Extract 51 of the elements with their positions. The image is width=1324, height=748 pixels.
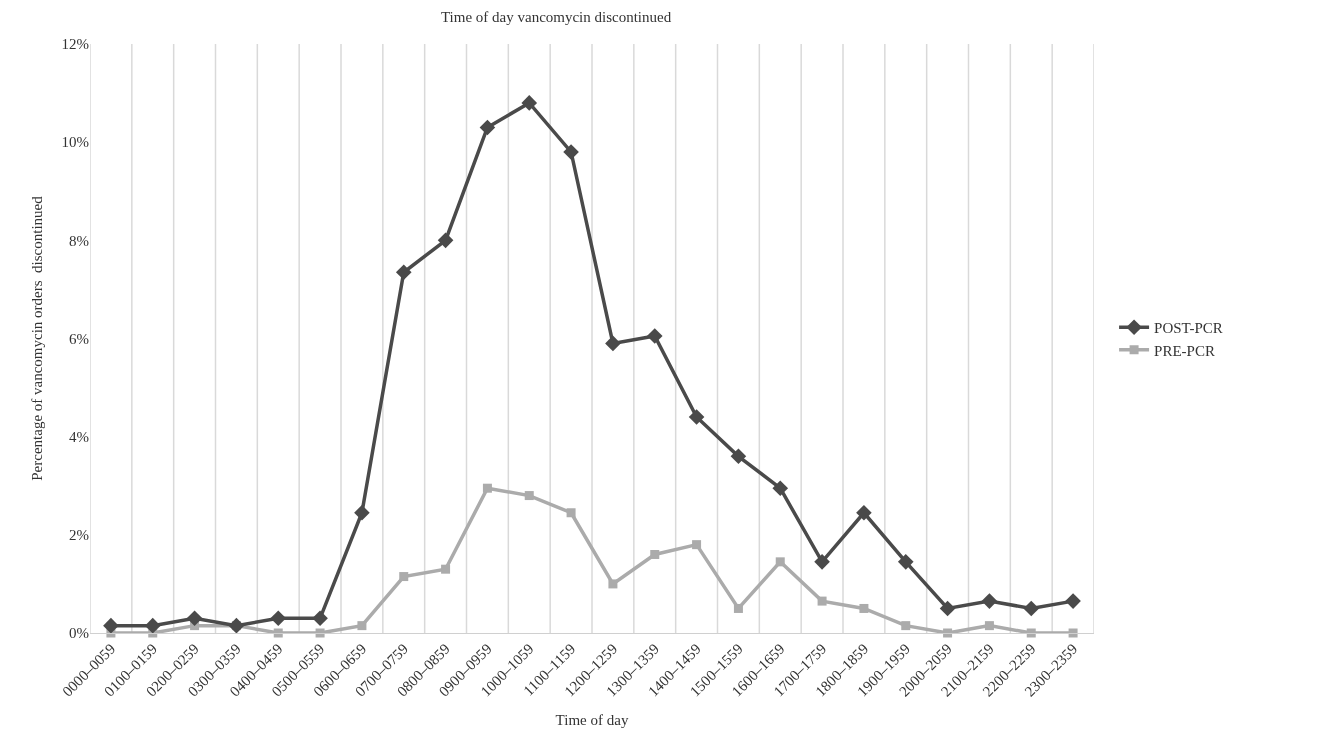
point bbox=[357, 621, 367, 631]
point bbox=[646, 328, 663, 344]
point bbox=[354, 504, 370, 521]
point bbox=[1065, 593, 1081, 609]
point bbox=[521, 95, 538, 111]
point bbox=[566, 508, 576, 518]
y-tick-label: 6% bbox=[69, 330, 89, 347]
point bbox=[901, 621, 911, 631]
point bbox=[399, 572, 409, 582]
y-tick-label: 10% bbox=[61, 134, 89, 151]
point bbox=[981, 593, 998, 609]
point bbox=[270, 610, 287, 627]
point bbox=[650, 549, 660, 559]
point bbox=[524, 491, 534, 501]
point bbox=[984, 621, 994, 631]
y-tick-label: 2% bbox=[69, 527, 89, 544]
x-axis-title: Time of day bbox=[555, 711, 629, 728]
point bbox=[817, 596, 827, 606]
point bbox=[688, 409, 705, 425]
legend-label: PRE-PCR bbox=[1154, 342, 1215, 359]
point bbox=[608, 579, 618, 589]
point bbox=[144, 617, 161, 634]
point bbox=[441, 564, 451, 574]
point bbox=[897, 554, 914, 570]
point bbox=[1023, 600, 1040, 617]
point bbox=[859, 603, 869, 613]
point bbox=[563, 144, 579, 160]
y-tick-label: 0% bbox=[69, 625, 89, 642]
point bbox=[772, 480, 789, 496]
y-axis-title: Percentage of vancomycin orders discontinued bbox=[28, 195, 45, 481]
y-tick-label: 4% bbox=[69, 428, 89, 445]
chart-title: Time of day vancomycin discontinued bbox=[440, 8, 672, 25]
point bbox=[482, 483, 492, 493]
legend-label: POST-PCR bbox=[1154, 320, 1223, 337]
point bbox=[395, 264, 412, 281]
point bbox=[103, 617, 119, 634]
point bbox=[814, 554, 830, 570]
point bbox=[437, 232, 454, 249]
point bbox=[479, 119, 496, 136]
point bbox=[692, 540, 702, 550]
point bbox=[605, 335, 621, 352]
point bbox=[856, 504, 872, 521]
point bbox=[775, 557, 785, 567]
point bbox=[228, 617, 245, 634]
y-tick-label: 12% bbox=[61, 36, 89, 53]
point bbox=[733, 603, 743, 613]
y-tick-label: 8% bbox=[69, 232, 89, 249]
point bbox=[939, 600, 956, 617]
point bbox=[312, 610, 328, 627]
point bbox=[186, 610, 203, 627]
point bbox=[730, 448, 747, 465]
